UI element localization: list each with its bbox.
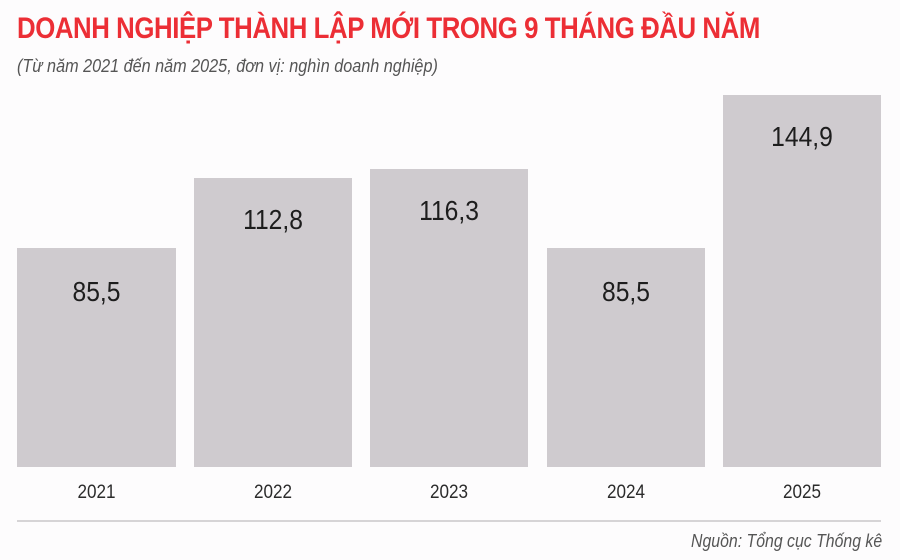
bottom-divider xyxy=(17,520,881,522)
chart-title: DOANH NGHIỆP THÀNH LẬP MỚI TRONG 9 THÁNG… xyxy=(17,12,760,45)
bar-value-label: 116,3 xyxy=(419,195,479,226)
x-tick-2024: 2024 xyxy=(606,482,646,503)
bar-2024: 85,5 xyxy=(547,248,705,467)
bar-value-label: 112,8 xyxy=(243,204,303,235)
source-note: Nguồn: Tổng cục Thống kê xyxy=(690,531,882,551)
bar-value-label: 85,5 xyxy=(72,276,121,307)
bar-value-label: 144,9 xyxy=(771,121,833,152)
x-tick-2022: 2022 xyxy=(253,482,293,503)
chart-subtitle: (Từ năm 2021 đến năm 2025, đơn vị: nghìn… xyxy=(17,56,438,76)
x-tick-2025: 2025 xyxy=(782,482,822,503)
x-tick-2021: 2021 xyxy=(77,482,116,503)
bar-2022: 112,8 xyxy=(194,178,352,467)
bar-2025: 144,9 xyxy=(723,95,881,467)
bar-2023: 116,3 xyxy=(370,169,528,467)
bar-value-label: 85,5 xyxy=(602,276,650,307)
x-tick-2023: 2023 xyxy=(429,482,469,503)
bar-2021: 85,5 xyxy=(17,248,176,467)
